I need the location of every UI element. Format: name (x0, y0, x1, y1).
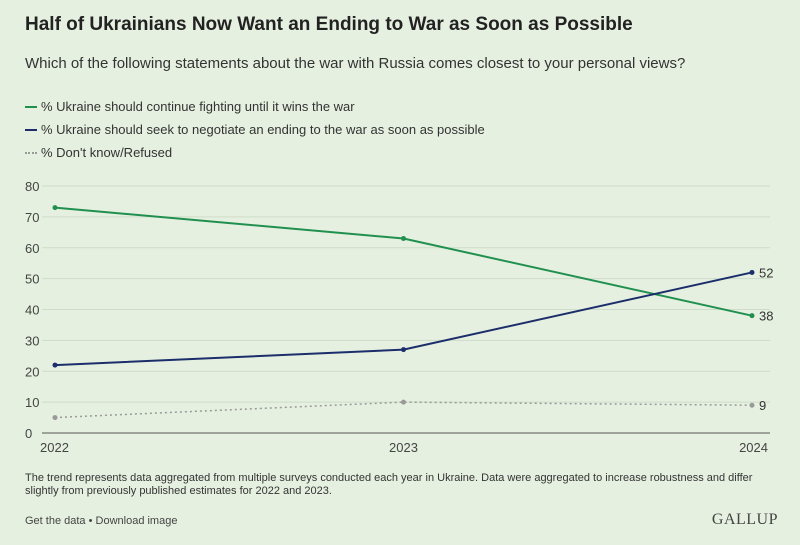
x-tick-label: 2024 (739, 440, 768, 455)
chart-title: Half of Ukrainians Now Want an Ending to… (25, 14, 633, 35)
chart-links: Get the data • Download image (25, 515, 177, 527)
legend: % Ukraine should continue fighting until… (25, 95, 485, 164)
legend-label: % Ukraine should continue fighting until… (41, 99, 355, 114)
y-tick-label: 70 (25, 210, 39, 225)
legend-swatch-navy (25, 128, 37, 131)
data-point (52, 362, 58, 368)
legend-item-continue-fighting: % Ukraine should continue fighting until… (25, 95, 485, 118)
legend-swatch-gray-dotted (25, 151, 37, 154)
data-point (749, 313, 755, 319)
y-tick-label: 30 (25, 333, 39, 348)
legend-swatch-green (25, 105, 37, 108)
y-tick-label: 50 (25, 272, 39, 287)
gallup-logo: GALLUP (711, 511, 778, 528)
series-line-2 (54, 401, 753, 419)
y-tick-label: 40 (25, 303, 39, 318)
legend-item-dont-know: % Don't know/Refused (25, 141, 485, 164)
series-line-0 (54, 206, 753, 317)
legend-label: % Don't know/Refused (41, 145, 173, 160)
y-tick-label: 20 (25, 364, 39, 379)
legend-label: % Ukraine should seek to negotiate an en… (41, 122, 485, 137)
end-value-label: 52 (759, 265, 773, 280)
data-point (749, 402, 755, 408)
data-point (52, 415, 58, 421)
download-image-link[interactable]: Download image (95, 515, 178, 527)
legend-item-negotiate: % Ukraine should seek to negotiate an en… (25, 118, 485, 141)
data-point (401, 347, 406, 353)
x-tick-label: 2022 (40, 440, 69, 455)
data-point (52, 205, 58, 211)
get-data-link[interactable]: Get the data (25, 515, 86, 527)
data-point (749, 269, 755, 275)
data-point (401, 235, 406, 241)
x-tick-label: 2023 (389, 440, 418, 455)
end-value-label: 38 (759, 309, 773, 324)
footnote: The trend represents data aggregated fro… (25, 472, 753, 497)
y-tick-label: 10 (25, 395, 39, 410)
y-tick-label: 80 (25, 179, 39, 194)
y-tick-label: 0 (25, 426, 32, 441)
link-separator: • (85, 515, 96, 527)
chart-subtitle: Which of the following statements about … (25, 55, 686, 72)
data-point (401, 399, 406, 405)
y-tick-label: 60 (25, 241, 39, 256)
end-value-label: 9 (759, 398, 766, 413)
